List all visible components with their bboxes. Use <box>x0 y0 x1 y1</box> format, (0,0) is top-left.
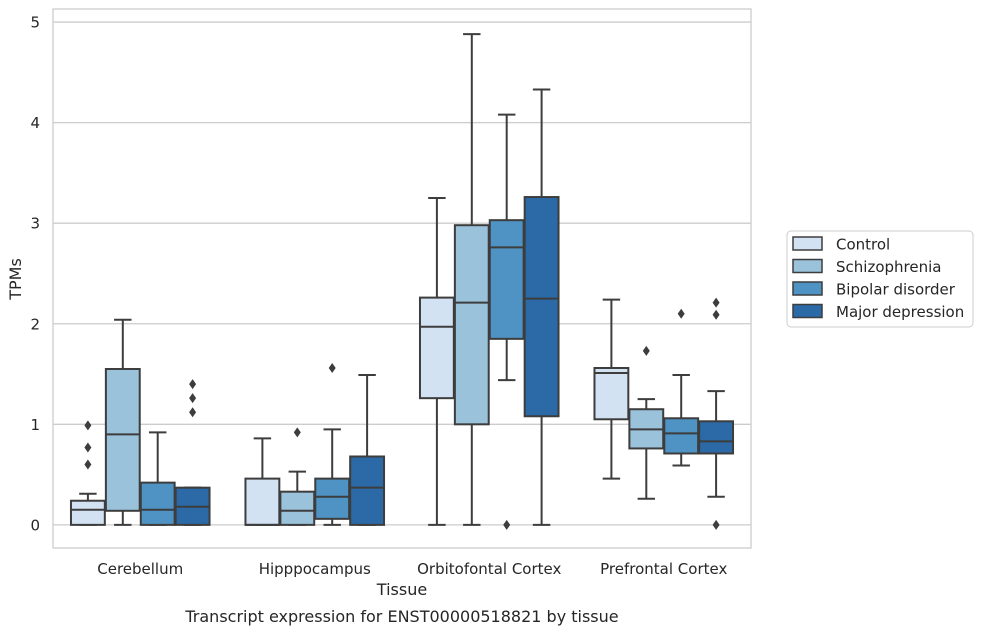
boxes <box>69 33 735 530</box>
outlier-point <box>503 519 511 530</box>
y-tick-label: 0 <box>30 516 40 534</box>
box-bipolar-disorder <box>663 308 700 467</box>
box-body <box>663 417 700 455</box>
box-body <box>523 196 560 418</box>
chart-caption: Transcript expression for ENST0000051882… <box>184 607 618 626</box>
outlier-point <box>189 393 197 404</box>
box-body <box>279 490 316 526</box>
box-bipolar-disorder <box>488 113 525 530</box>
box-schizophrenia <box>279 427 316 526</box>
outlier-point <box>712 309 720 320</box>
box-body <box>488 219 525 340</box>
outlier-point <box>642 345 650 356</box>
box-control <box>593 298 630 480</box>
outlier-point <box>189 407 197 418</box>
y-axis-ticks: 0 1 2 3 4 5 <box>30 14 40 535</box>
box-schizophrenia <box>104 318 141 526</box>
box-body <box>139 481 176 526</box>
y-tick-label: 1 <box>30 416 40 434</box>
box-body <box>104 368 141 512</box>
outlier-point <box>293 427 301 438</box>
outlier-point <box>84 420 92 431</box>
outlier-point <box>328 362 336 373</box>
outlier-point <box>712 519 720 530</box>
box-control <box>418 197 455 526</box>
x-tick-label: Cerebellum <box>97 560 183 578</box>
box-schizophrenia <box>453 33 490 526</box>
box-major-depression <box>523 88 560 526</box>
legend-label: Schizophrenia <box>836 258 941 276</box>
outlier-point <box>677 308 685 319</box>
box-body <box>418 296 455 400</box>
x-tick-label: Prefrontal Cortex <box>600 560 727 578</box>
legend-label: Control <box>836 236 890 254</box>
box-body <box>453 224 490 426</box>
y-tick-label: 3 <box>30 215 40 233</box>
box-bipolar-disorder <box>139 431 176 526</box>
box-major-depression <box>698 297 735 530</box>
y-tick-label: 5 <box>30 14 40 32</box>
outlier-point <box>712 297 720 308</box>
legend-swatch <box>792 236 823 251</box>
legend-swatch <box>792 258 823 274</box>
box-body <box>314 477 351 520</box>
box-body <box>244 477 281 526</box>
legend-swatch <box>792 303 823 319</box>
x-tick-label: Hipppocampus <box>259 560 371 578</box>
y-tick-label: 4 <box>30 114 40 132</box>
legend-label: Bipolar disorder <box>836 281 956 299</box>
box-major-depression <box>174 379 211 526</box>
box-major-depression <box>349 374 386 526</box>
legend-swatch <box>792 281 823 296</box>
legend-label: Major depression <box>836 303 964 321</box>
outlier-point <box>84 459 92 470</box>
box-control <box>244 437 281 526</box>
box-schizophrenia <box>628 345 665 500</box>
box-body <box>698 420 735 455</box>
x-tick-label: Orbitofontal Cortex <box>417 560 561 578</box>
box-bipolar-disorder <box>314 362 351 526</box>
outlier-point <box>84 442 92 453</box>
box-body <box>69 499 106 526</box>
legend: Control Schizophrenia Bipolar disorder Majo… <box>786 230 974 328</box>
x-axis-title: Tissue <box>376 580 427 599</box>
box-body <box>349 455 386 526</box>
box-control <box>69 420 106 526</box>
y-axis-title: TPMs <box>6 258 25 301</box>
x-axis-ticks: Cerebellum Hipppocampus Orbitofontal Corte… <box>97 560 727 578</box>
plot-frame <box>52 8 752 549</box>
box-body <box>593 366 630 421</box>
outlier-point <box>189 379 197 390</box>
legend-frame <box>786 230 974 328</box>
y-tick-label: 2 <box>30 315 40 333</box>
